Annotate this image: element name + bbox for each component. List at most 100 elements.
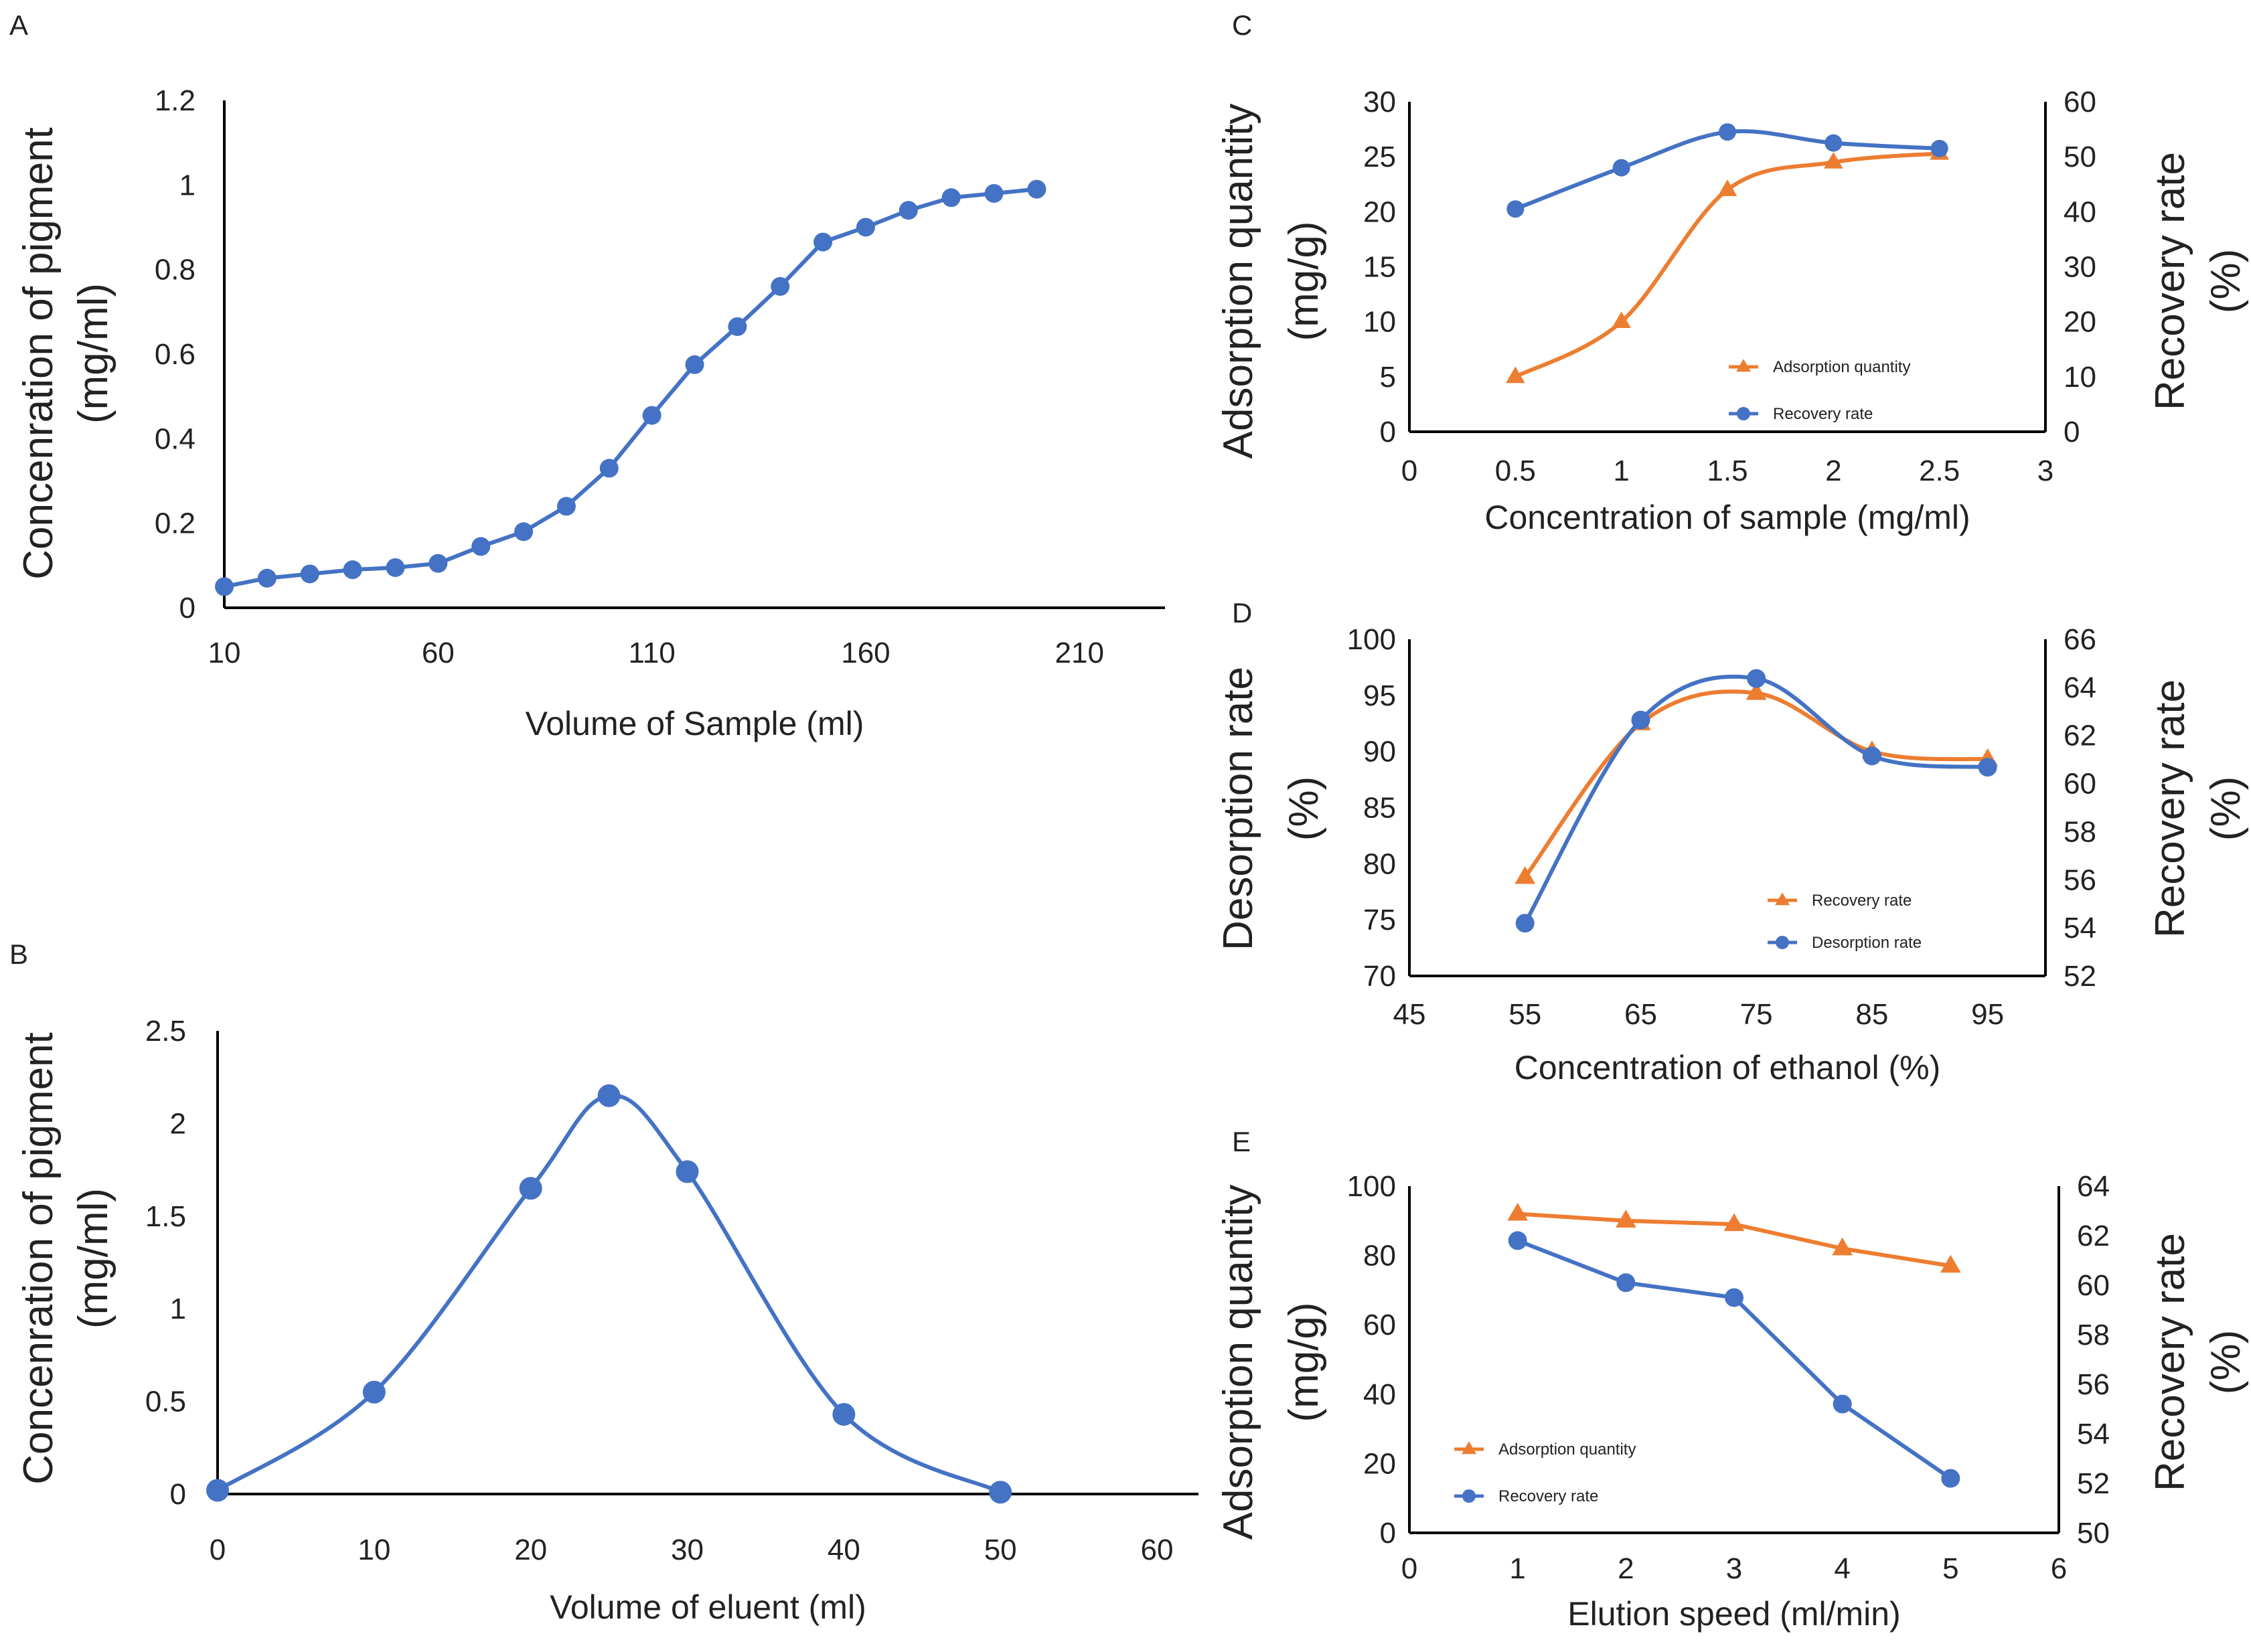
- y-axis-title: Desorption rate (%): [1215, 667, 1327, 951]
- y-axis-title: Concenration of pigment (mg/ml): [15, 1032, 117, 1485]
- legend-label: Adsorption quantity: [1498, 1440, 1636, 1459]
- y-axis-title: Adsorption quantity (mg/g): [1215, 1185, 1327, 1540]
- data-point: [1717, 179, 1737, 196]
- series-recovery-rate: [1506, 123, 1948, 218]
- legend: Recovery rate Desorption rate: [1768, 892, 1922, 952]
- y2-tick-label: 58: [2064, 815, 2096, 848]
- y-axis-title-line2: (mg/ml): [70, 1188, 117, 1329]
- legend: Adsorption quantity Recovery rate: [1729, 358, 1910, 423]
- data-point: [1862, 746, 1881, 766]
- y-axis-title-line2: (mg/g): [1281, 221, 1327, 341]
- x-tick-label: 60: [422, 637, 455, 669]
- y-tick-label: 0: [170, 1478, 186, 1511]
- y-tick-label: 2: [170, 1107, 186, 1140]
- y2-axis-title: Recovery rate (%): [2147, 152, 2249, 410]
- y-tick-label: 0.2: [155, 507, 196, 540]
- legend-swatch-marker: [1775, 892, 1790, 906]
- series-recovery-rate: [1515, 681, 1999, 884]
- y2-axis-title-line2: (%): [2203, 1330, 2249, 1394]
- x-tick-label: 60: [1141, 1534, 1174, 1566]
- data-point: [941, 188, 961, 208]
- y-tick-label: 0: [179, 592, 196, 625]
- data-point: [514, 522, 534, 542]
- y2-tick-label: 56: [2064, 863, 2096, 896]
- y-tick-label: 70: [1363, 960, 1396, 993]
- data-point: [989, 1481, 1012, 1504]
- y2-tick-label: 30: [2064, 251, 2096, 284]
- data-point: [1747, 669, 1766, 688]
- x-tick-label: 110: [629, 637, 676, 669]
- x-tick-label: 1: [1613, 455, 1629, 487]
- panel-label: B: [9, 938, 28, 970]
- y-axis-title: Concenration of pigment (mg/ml): [15, 127, 117, 580]
- y2-tick-label: 58: [2077, 1319, 2110, 1351]
- data-point: [728, 317, 747, 336]
- data-point: [1027, 179, 1046, 199]
- data-point: [1978, 758, 1997, 777]
- y2-tick-label: 60: [2077, 1269, 2110, 1302]
- y2-tick-label: 52: [2064, 960, 2096, 993]
- x-tick-label: 10: [208, 637, 241, 669]
- y2-tick-label: 62: [2064, 720, 2096, 752]
- y2-tick-label: 52: [2077, 1467, 2110, 1500]
- y2-tick-label: 50: [2064, 141, 2096, 173]
- y-axis-title-line1: Desorption rate: [1215, 667, 1261, 951]
- y2-tick-label: 56: [2077, 1368, 2110, 1401]
- legend-swatch-marker: [1462, 1441, 1476, 1455]
- x-tick-label: 45: [1393, 998, 1426, 1031]
- series-adsorption-quantity: [1506, 143, 1949, 384]
- series-line: [1523, 674, 1988, 924]
- y2-axis-title-line1: Recovery rate: [2147, 679, 2193, 938]
- data-point: [899, 201, 918, 220]
- x-tick-label: 55: [1508, 998, 1541, 1031]
- x-tick-label: 75: [1740, 998, 1773, 1031]
- data-point: [1508, 1231, 1527, 1250]
- y-tick-label: 1: [170, 1293, 186, 1325]
- x-tick-label: 3: [1726, 1552, 1742, 1585]
- legend-swatch-marker: [1737, 407, 1750, 420]
- y-tick-label: 40: [1363, 1378, 1396, 1411]
- y2-tick-label: 64: [2064, 671, 2096, 704]
- data-point: [300, 564, 319, 584]
- series-line: [1515, 129, 1940, 212]
- x-tick-label: 4: [1834, 1552, 1850, 1585]
- y2-tick-label: 40: [2064, 195, 2096, 228]
- legend-label: Desorption rate: [1812, 934, 1922, 952]
- y2-tick-label: 50: [2077, 1517, 2110, 1550]
- legend-swatch-marker: [1736, 359, 1751, 372]
- data-point: [813, 232, 833, 252]
- y-axis-title-line1: Concenration of pigment: [15, 127, 62, 580]
- x-tick-label: 0: [1401, 455, 1417, 487]
- y2-tick-label: 10: [2064, 361, 2096, 394]
- y-tick-label: 20: [1363, 195, 1396, 228]
- data-point: [676, 1160, 699, 1183]
- series-line: [216, 1093, 1002, 1494]
- y-tick-label: 1.2: [155, 84, 196, 117]
- data-point: [519, 1177, 542, 1200]
- y-tick-label: 10: [1363, 306, 1396, 339]
- y-tick-label: 95: [1363, 679, 1396, 712]
- data-point: [1615, 1210, 1636, 1228]
- y-tick-label: 0.6: [155, 338, 196, 371]
- y2-tick-label: 64: [2077, 1170, 2110, 1203]
- y-axis-title-line1: Adsorption quantity: [1215, 104, 1261, 459]
- data-point: [362, 1380, 386, 1404]
- series-adsorption-quantity: [1507, 1202, 1961, 1273]
- x-tick-label: 210: [1055, 637, 1104, 669]
- data-point: [771, 276, 790, 296]
- x-tick-label: 2: [1825, 455, 1841, 487]
- x-tick-label: 1.5: [1707, 455, 1748, 487]
- data-point: [642, 406, 662, 425]
- x-tick-label: 0: [210, 1534, 226, 1566]
- series-line: [1523, 689, 1988, 879]
- y-tick-label: 25: [1363, 141, 1396, 173]
- data-point: [1719, 123, 1736, 141]
- x-axis-title: Volume of eluent (ml): [550, 1588, 866, 1626]
- x-tick-label: 40: [828, 1534, 860, 1566]
- panel-label: A: [9, 9, 28, 41]
- series-concentration-of-pigment: [215, 179, 1046, 596]
- data-point: [471, 537, 491, 556]
- data-point: [1631, 710, 1650, 730]
- data-point: [1506, 366, 1525, 384]
- data-point: [1833, 1394, 1852, 1414]
